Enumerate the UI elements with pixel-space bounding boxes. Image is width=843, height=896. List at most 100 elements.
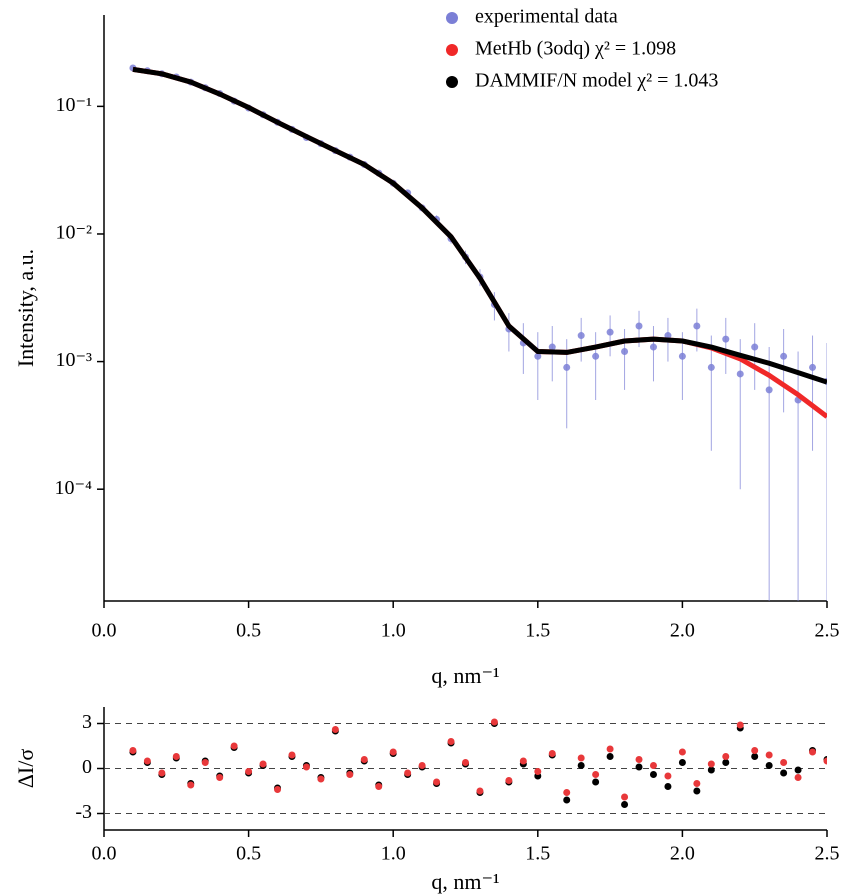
data-point xyxy=(230,742,238,750)
data-point xyxy=(606,745,614,753)
x-tick-label: 1.5 xyxy=(525,620,550,642)
data-point xyxy=(259,760,267,768)
data-point xyxy=(129,747,137,754)
data-point xyxy=(187,781,195,789)
x-tick-label: 0.5 xyxy=(236,843,261,865)
data-point xyxy=(635,756,643,763)
data-point xyxy=(274,786,282,793)
data-point xyxy=(794,766,802,774)
data-point xyxy=(649,762,657,769)
y-tick-label: 10⁻³ xyxy=(55,349,92,371)
data-point xyxy=(288,751,296,759)
legend-label: DAMMIF/N model χ² = 1.043 xyxy=(475,70,718,92)
data-point xyxy=(216,774,224,781)
data-point xyxy=(360,756,368,763)
data-point xyxy=(621,801,629,808)
data-point xyxy=(563,789,571,796)
data-point xyxy=(765,386,773,394)
data-point xyxy=(780,759,788,766)
data-point xyxy=(736,370,744,378)
data-point xyxy=(389,748,397,756)
data-point xyxy=(245,768,253,775)
data-point xyxy=(809,363,817,371)
data-point xyxy=(534,352,542,360)
data-point xyxy=(678,759,686,766)
data-point xyxy=(780,769,788,777)
x-tick-label: 0.0 xyxy=(92,843,117,865)
data-point xyxy=(722,759,730,766)
data-point xyxy=(404,769,412,777)
data-point xyxy=(823,757,827,765)
data-point xyxy=(635,322,643,330)
data-point xyxy=(577,762,585,769)
x-axis-label: q, nm⁻¹ xyxy=(431,869,499,894)
x-tick-label: 1.5 xyxy=(525,843,550,865)
data-point xyxy=(490,718,498,726)
data-point xyxy=(693,322,701,330)
data-point xyxy=(302,763,310,771)
y-tick-label: 10⁻¹ xyxy=(55,94,92,116)
data-point xyxy=(693,780,701,787)
data-point xyxy=(548,750,556,757)
data-point xyxy=(563,363,571,371)
data-point xyxy=(577,332,585,340)
data-point xyxy=(765,762,773,769)
data-point xyxy=(649,771,657,778)
x-tick-label: 2.5 xyxy=(815,620,840,642)
data-point xyxy=(649,343,657,351)
data-point xyxy=(664,332,672,340)
y-axis-label: ΔI/σ xyxy=(13,749,38,789)
data-point xyxy=(664,772,672,780)
data-point xyxy=(707,363,715,371)
data-point xyxy=(765,751,773,759)
data-point xyxy=(476,787,484,795)
x-tick-label: 0.0 xyxy=(92,620,117,642)
data-point xyxy=(331,726,339,733)
data-point xyxy=(172,753,180,760)
x-tick-label: 2.0 xyxy=(670,620,695,642)
data-point xyxy=(722,335,730,343)
y-tick-label: -3 xyxy=(75,801,92,823)
y-tick-label: 10⁻⁴ xyxy=(54,477,92,499)
y-tick-label: 0 xyxy=(82,756,92,778)
data-point xyxy=(143,757,151,765)
data-point xyxy=(534,768,542,775)
legend-label: MetHb (3odq) χ² = 1.098 xyxy=(475,38,676,60)
data-point xyxy=(563,796,571,804)
plot-area xyxy=(129,718,827,808)
data-point xyxy=(592,771,600,778)
data-point xyxy=(678,748,686,756)
data-point xyxy=(462,759,469,766)
data-point xyxy=(736,721,744,729)
data-point xyxy=(751,747,759,754)
data-point xyxy=(201,759,209,766)
data-point xyxy=(548,343,556,351)
data-point xyxy=(780,352,788,360)
plot-area xyxy=(129,64,827,601)
data-point xyxy=(505,777,513,784)
model-curve xyxy=(132,66,827,385)
data-point xyxy=(693,787,701,795)
data-point xyxy=(635,763,643,771)
data-point xyxy=(519,757,527,765)
data-point xyxy=(158,769,166,777)
data-point xyxy=(664,783,672,790)
data-point xyxy=(809,748,817,756)
x-axis-label: q, nm⁻¹ xyxy=(431,663,499,688)
y-axis-label: Intensity, a.u. xyxy=(13,249,38,367)
x-tick-label: 2.5 xyxy=(815,843,840,865)
data-point xyxy=(751,753,759,760)
data-point xyxy=(317,775,325,783)
data-point xyxy=(621,347,629,355)
data-point xyxy=(678,352,686,360)
data-point xyxy=(577,754,585,762)
data-point xyxy=(794,774,802,781)
data-point xyxy=(707,760,715,768)
data-point xyxy=(592,352,600,360)
legend-marker xyxy=(446,12,458,24)
legend-marker xyxy=(446,76,458,88)
x-tick-label: 1.0 xyxy=(381,843,406,865)
data-point xyxy=(606,753,614,760)
legend-label: experimental data xyxy=(475,6,618,28)
y-tick-label: 10⁻² xyxy=(55,222,92,244)
